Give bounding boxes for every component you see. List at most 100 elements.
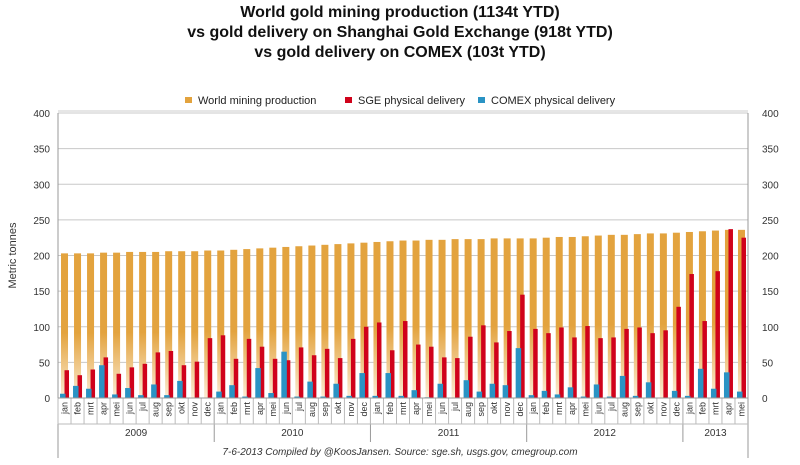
y-tick-label-right: 50 [762, 358, 774, 369]
bar-comex [502, 385, 509, 398]
bar-sge [546, 333, 551, 398]
bar-sge [455, 358, 460, 398]
bar-sge [350, 338, 356, 398]
bar-world-mining [360, 242, 368, 398]
bar-sge [311, 355, 317, 398]
y-tick-label-left: 350 [33, 145, 50, 156]
bar-comex [138, 395, 144, 398]
legend-label: World mining production [198, 95, 316, 107]
bar-world-mining [399, 240, 407, 398]
bar-sge [403, 321, 408, 398]
x-tick-label-month: jul [450, 402, 460, 412]
x-tick-label-month: okt [489, 402, 499, 415]
x-tick-label-month: feb [697, 402, 707, 415]
bar-world-mining [282, 246, 290, 398]
x-tick-label-month: sep [320, 402, 330, 417]
bar-comex [515, 348, 522, 398]
x-tick-label-month: mrt [86, 402, 96, 415]
x-tick-label-month: feb [541, 402, 551, 415]
bar-sge [168, 350, 174, 398]
x-tick-label-month: dec [359, 402, 369, 417]
x-tick-label-month: apr [411, 402, 421, 415]
x-tick-label-month: jul [294, 402, 304, 412]
legend-swatch [478, 97, 485, 103]
bar-world-mining [113, 252, 121, 398]
bar-sge [715, 271, 720, 398]
bar-sge [363, 326, 369, 398]
bar-sge [181, 365, 187, 398]
bar-comex [606, 396, 613, 398]
legend-label: COMEX physical delivery [491, 95, 616, 107]
x-tick-label-month: apr [255, 402, 265, 415]
bar-world-mining [126, 251, 134, 398]
bar-comex [723, 372, 730, 398]
bar-comex [645, 382, 652, 398]
bar-comex [632, 395, 639, 398]
bar-world-mining [412, 240, 420, 398]
bar-sge [468, 336, 473, 398]
bar-sge [155, 352, 161, 398]
bar-world-mining [152, 251, 160, 398]
bar-comex [697, 368, 704, 398]
bar-sge [90, 369, 96, 398]
bar-sge [494, 342, 499, 398]
bar-comex [164, 395, 170, 398]
bar-sge [142, 363, 148, 398]
bar-world-mining [581, 236, 589, 398]
bar-sge [702, 321, 707, 398]
bar-world-mining [74, 253, 82, 398]
bar-sge [298, 347, 304, 398]
x-tick-label-month: jan [528, 402, 538, 415]
bar-sge [611, 337, 616, 398]
bar-comex [177, 380, 183, 398]
chart-title-line-1: World gold mining production (1134t YTD) [240, 4, 560, 21]
bar-world-mining [477, 239, 485, 398]
x-tick-label-month: jan [372, 402, 382, 415]
bar-sge [507, 331, 512, 398]
legend-label: SGE physical delivery [358, 95, 465, 107]
x-tick-label-month: apr [723, 402, 733, 415]
bar-sge [337, 358, 343, 398]
bar-world-mining [529, 238, 537, 398]
x-tick-label-month: nov [502, 402, 512, 417]
legend-swatch [345, 97, 352, 103]
bar-comex [593, 384, 600, 398]
bar-comex [385, 373, 391, 398]
bar-world-mining [594, 235, 602, 398]
bar-comex [268, 393, 274, 398]
x-tick-label-month: jun [281, 402, 291, 415]
bar-world-mining [87, 253, 95, 398]
bar-comex [346, 395, 352, 398]
bar-world-mining [217, 250, 225, 398]
bar-world-mining [165, 251, 173, 398]
x-tick-label-month: feb [229, 402, 239, 415]
chart-title-line-2: vs gold delivery on Shanghai Gold Exchan… [187, 24, 613, 41]
bar-world-mining [373, 241, 381, 398]
bar-sge [533, 328, 538, 398]
bar-comex [73, 385, 79, 398]
bar-sge [77, 375, 83, 398]
chart-title-line-3: vs gold delivery on COMEX (103t YTD) [254, 44, 546, 61]
bar-comex [307, 381, 313, 398]
bar-world-mining [269, 247, 277, 398]
x-tick-label-month: jul [606, 402, 616, 412]
bar-sge [194, 361, 200, 398]
x-tick-label-month: dec [671, 402, 681, 417]
bar-world-mining [464, 239, 472, 398]
x-tick-label-month: aug [619, 402, 629, 417]
y-tick-label-left: 250 [33, 216, 50, 227]
x-tick-label-year: 2010 [281, 428, 304, 439]
y-tick-label-left: 400 [33, 109, 50, 120]
bar-sge [376, 322, 382, 398]
x-tick-label-month: okt [177, 402, 187, 415]
bar-sge [324, 348, 330, 398]
bar-world-mining [139, 251, 147, 398]
bar-world-mining [646, 233, 654, 398]
bar-world-mining [425, 239, 433, 398]
x-tick-label-month: sep [476, 402, 486, 417]
bar-sge [585, 326, 590, 398]
bar-world-mining [503, 238, 511, 398]
bar-sge [233, 358, 239, 398]
x-tick-label-month: mei [580, 402, 590, 417]
x-tick-label-month: jan [60, 402, 70, 415]
